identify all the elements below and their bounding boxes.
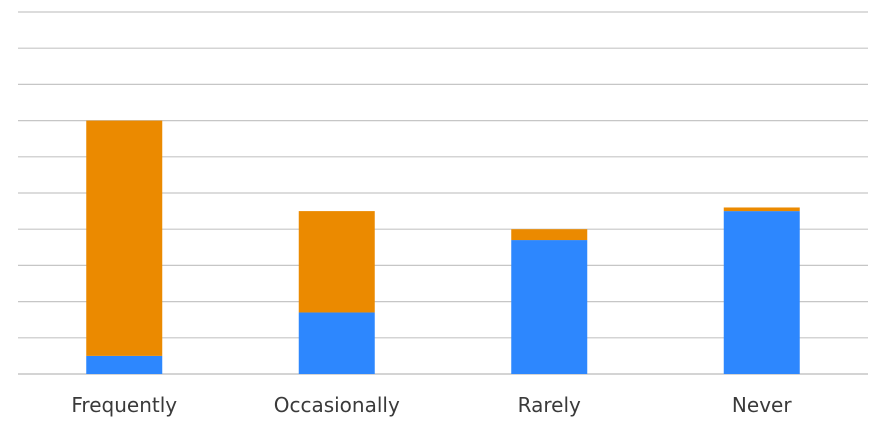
bar-segment-never-blue (723, 211, 800, 374)
category-labels: Frequently Occasionally Rarely Never (71, 393, 792, 417)
category-label-never: Never (732, 393, 792, 417)
bar-segment-rarely-orange (511, 229, 588, 241)
bar-segment-never-orange (723, 207, 800, 212)
bars (86, 120, 800, 374)
category-label-rarely: Rarely (518, 393, 581, 417)
category-label-occasionally: Occasionally (274, 393, 400, 417)
category-label-frequently: Frequently (71, 393, 177, 417)
bar-segment-rarely-blue (511, 240, 588, 374)
bar-segment-frequently-orange (86, 120, 163, 356)
bar-segment-occasionally-blue (298, 312, 375, 374)
bar-segment-frequently-blue (86, 355, 163, 374)
bar-segment-occasionally-orange (298, 211, 375, 313)
